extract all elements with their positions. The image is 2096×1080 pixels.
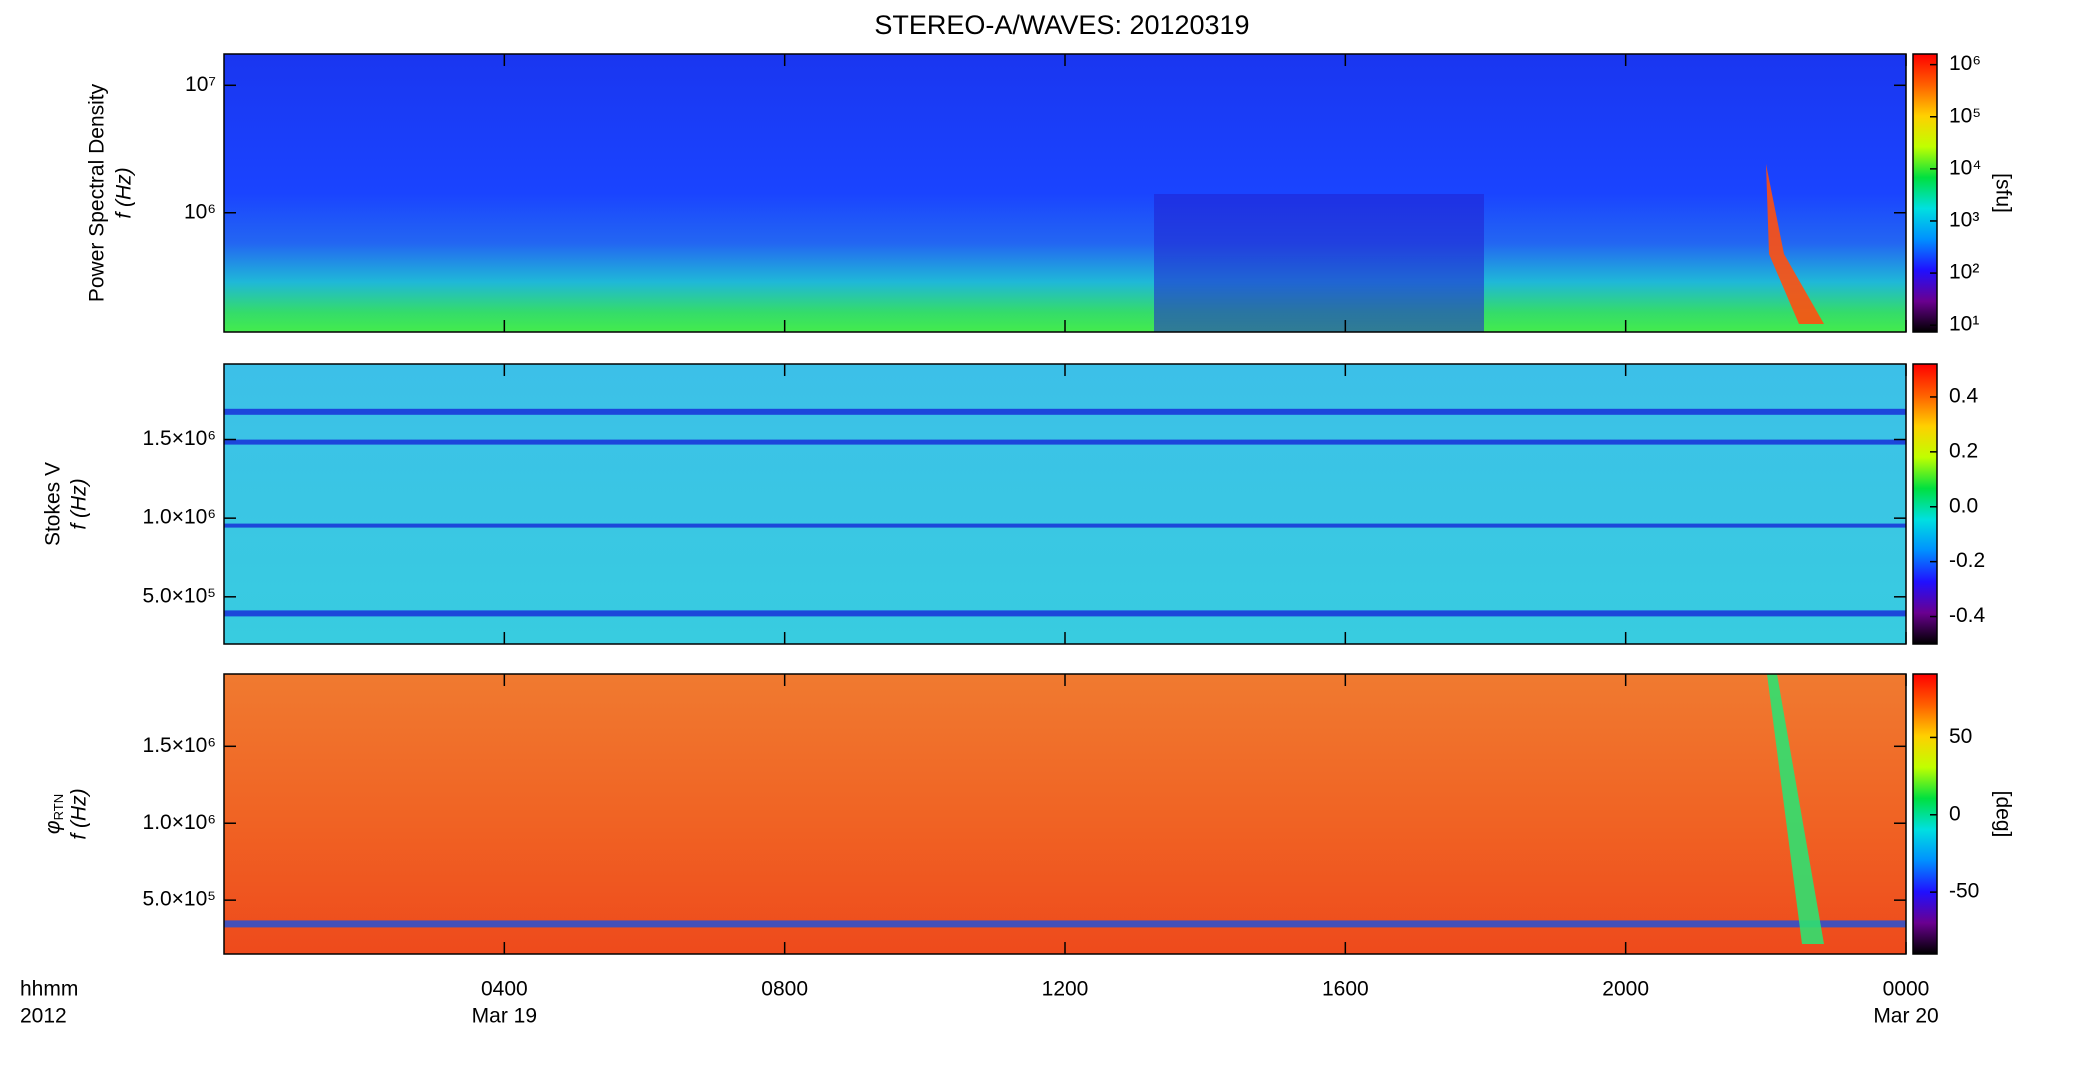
colorbar-label: [sfu]: [1991, 173, 2014, 213]
y-axis-label: f (Hz): [68, 788, 91, 839]
y-axis-label-subscript: RTN: [51, 794, 66, 820]
y-axis-label: f (Hz): [113, 167, 136, 218]
y-tick-label: 1.0×10⁶: [143, 506, 216, 529]
x-tick-label: 1200: [1042, 978, 1089, 1001]
x-axis-label: hhmm: [20, 978, 78, 1001]
band: [224, 920, 1906, 928]
chart-title: STEREO-A/WAVES: 20120319: [874, 10, 1249, 40]
x-tick-label: 1600: [1322, 978, 1369, 1001]
colorbar-tick-label: -0.4: [1949, 604, 1986, 627]
y-axis-label: φRTN: [42, 794, 67, 834]
x-axis-label: 2012: [20, 1005, 67, 1028]
y-tick-label: 1.0×10⁶: [143, 811, 216, 834]
colorbar-tick-label: 10³: [1949, 209, 1979, 232]
x-tick-label: 0000: [1883, 978, 1930, 1001]
y-axis-label: Power Spectral Density: [86, 83, 109, 302]
burst: [1767, 674, 1824, 944]
colorbar-label: [deg]: [1991, 791, 2014, 838]
band: [224, 610, 1906, 617]
y-tick-label: 10⁷: [185, 73, 216, 96]
colorbar-tick-label: 0.2: [1949, 439, 1978, 462]
band: [224, 408, 1906, 415]
x-tick-label: 0800: [761, 978, 808, 1001]
colorbar-tick-label: -50: [1949, 880, 1979, 903]
colorbar-tick-label: 10⁵: [1949, 104, 1981, 127]
colorbar-tick-label: 10⁴: [1949, 156, 1981, 179]
band: [224, 523, 1906, 528]
x-date-label: Mar 20: [1873, 1005, 1938, 1028]
colorbar-tick-label: 50: [1949, 725, 1972, 748]
y-tick-label: 5.0×10⁵: [142, 888, 216, 911]
colorbar-tick-label: 0: [1949, 802, 1961, 825]
colorbar-tick-label: 0.0: [1949, 494, 1978, 517]
colorbar: [1912, 673, 1938, 955]
colorbar: [1912, 363, 1938, 645]
y-tick-label: 1.5×10⁶: [143, 427, 216, 450]
colorbar-tick-label: 0.4: [1949, 384, 1979, 407]
spectrogram: [224, 674, 1906, 954]
y-tick-label: 5.0×10⁵: [142, 584, 216, 607]
x-date-label: Mar 19: [472, 1005, 537, 1028]
depletion: [1154, 194, 1484, 332]
x-tick-label: 0400: [481, 978, 528, 1001]
y-tick-label: 10⁶: [184, 200, 216, 223]
spectrogram: [224, 54, 1906, 332]
colorbar: [1912, 53, 1938, 333]
burst: [1766, 164, 1824, 324]
colorbar-tick-label: -0.2: [1949, 549, 1985, 572]
band: [224, 439, 1906, 445]
colorbar-tick-label: 10⁶: [1949, 52, 1981, 75]
y-axis-label: f (Hz): [68, 478, 91, 529]
y-tick-label: 1.5×10⁶: [143, 734, 216, 757]
x-tick-label: 2000: [1602, 978, 1649, 1001]
colorbar-tick-label: 10²: [1949, 261, 1979, 284]
spectrogram: [224, 364, 1906, 644]
colorbar-tick-label: 10¹: [1949, 313, 1979, 336]
y-axis-label: Stokes V: [42, 462, 65, 546]
